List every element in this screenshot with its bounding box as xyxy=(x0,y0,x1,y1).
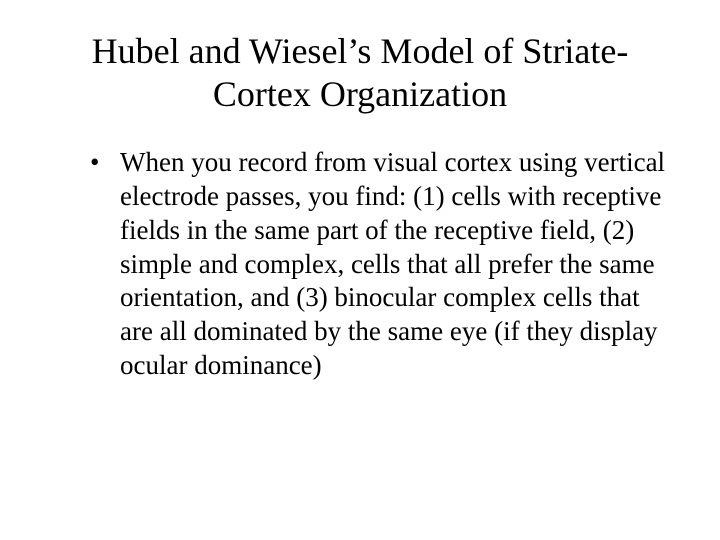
slide-title: Hubel and Wiesel’s Model of Striate-Cort… xyxy=(50,30,670,116)
bullet-list: When you record from visual cortex using… xyxy=(50,146,670,382)
bullet-item: When you record from visual cortex using… xyxy=(100,146,670,382)
